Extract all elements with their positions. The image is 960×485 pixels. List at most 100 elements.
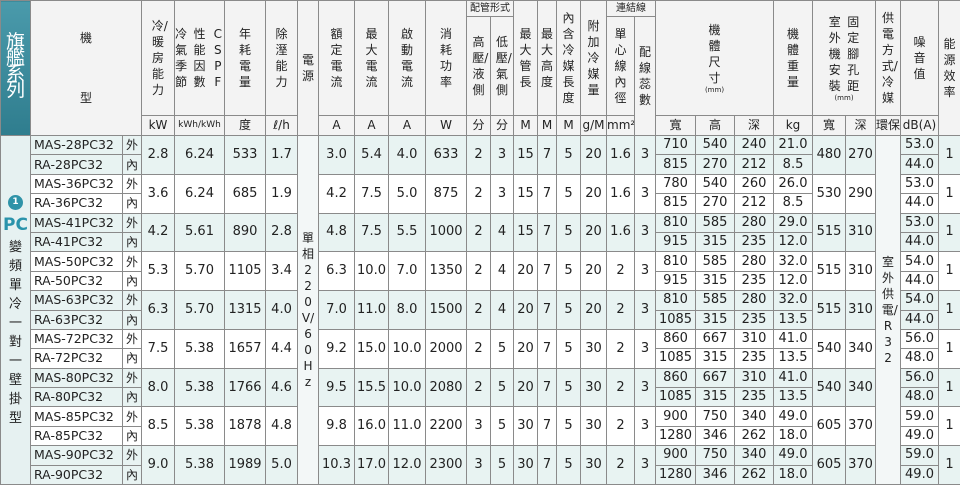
start-cell: 8.0 (389, 291, 426, 330)
power-consumption-header: 消耗功率 (426, 1, 467, 116)
kg-outdoor: 32.0 (774, 252, 813, 271)
watt-cell: 1000 (426, 213, 467, 252)
noise-header: 噪音值 (901, 1, 939, 116)
d-outdoor: 240 (735, 136, 774, 155)
wires-cell: 3 (635, 291, 656, 330)
rlen-cell: 5 (557, 407, 581, 446)
core-cell: 2 (607, 368, 635, 407)
unit-label: kWh/kWh (175, 116, 225, 136)
extra-cell: 30 (581, 446, 607, 485)
refrigerant-length-header: 內含冷媒長度 (557, 1, 581, 116)
d-outdoor: 280 (735, 213, 774, 232)
efficiency-cell: 1 (939, 407, 960, 446)
wires-cell: 3 (635, 446, 656, 485)
rlen-cell: 5 (557, 291, 581, 330)
efficiency-cell: 1 (939, 252, 960, 291)
start-cell: 7.0 (389, 252, 426, 291)
height-cell: 7 (538, 174, 557, 213)
height-cell: 7 (538, 213, 557, 252)
max-cell: 11.0 (355, 291, 389, 330)
kg-indoor: 12.0 (774, 232, 813, 251)
unit-label: M (557, 116, 581, 136)
annual-cell: 1766 (225, 368, 266, 407)
d-outdoor: 340 (735, 407, 774, 426)
w-indoor: 1085 (656, 310, 696, 329)
unit-label: 寬 (656, 116, 696, 136)
wires-cell: 3 (635, 329, 656, 368)
extra-cell: 20 (581, 252, 607, 291)
w-outdoor: 860 (656, 329, 696, 348)
w-indoor: 1085 (656, 388, 696, 407)
hi-cell: 2 (467, 136, 491, 175)
noise-indoor: 48.0 (901, 388, 939, 407)
pipe-cell: 15 (514, 136, 538, 175)
annual-cell: 1989 (225, 446, 266, 485)
mount-width-cell: 540 (813, 329, 846, 368)
noise-outdoor: 56.0 (901, 368, 939, 387)
d-indoor: 235 (735, 388, 774, 407)
start-cell: 4.0 (389, 136, 426, 175)
mount-depth-cell: 340 (846, 368, 876, 407)
rated-cell: 10.3 (319, 446, 355, 485)
cspf-cell: 5.38 (175, 368, 225, 407)
indoor-model: RA-41PC32 (31, 232, 123, 251)
noise-outdoor: 59.0 (901, 446, 939, 465)
indoor-tag: 內 (123, 310, 142, 329)
w-outdoor: 810 (656, 291, 696, 310)
watt-cell: 2000 (426, 329, 467, 368)
power-spec: 單相220V/60Hz (298, 136, 319, 485)
mount-width-cell: 515 (813, 252, 846, 291)
unit-label: kg (774, 116, 813, 136)
capacity-cell: 5.3 (142, 252, 175, 291)
h-indoor: 315 (696, 271, 735, 290)
mount-depth-cell: 340 (846, 329, 876, 368)
pipe-cell: 15 (514, 213, 538, 252)
core-cell: 1.6 (607, 213, 635, 252)
unit-label: M (538, 116, 557, 136)
mount-depth-cell: 270 (846, 136, 876, 175)
max-cell: 10.0 (355, 252, 389, 291)
unit-label: 分 (467, 116, 491, 136)
outdoor-model: MAS-80PC32 (31, 368, 123, 387)
mount-depth-cell: 290 (846, 174, 876, 213)
start-cell: 5.5 (389, 213, 426, 252)
kg-indoor: 12.0 (774, 271, 813, 290)
pipe-cell: 20 (514, 329, 538, 368)
noise-outdoor: 53.0 (901, 136, 939, 155)
rlen-cell: 5 (557, 213, 581, 252)
mount-header: 室外機安裝固定腳孔距(mm) (813, 1, 876, 116)
core-cell: 2 (607, 252, 635, 291)
watt-cell: 2080 (426, 368, 467, 407)
rated-cell: 9.2 (319, 329, 355, 368)
dehumidify-cell: 1.7 (266, 136, 298, 175)
dimension-header: 機體尺寸(mm) (656, 1, 774, 116)
core-diameter-header: 單心線內徑 (607, 17, 635, 116)
dehumidify-cell: 1.9 (266, 174, 298, 213)
capacity-cell: 8.0 (142, 368, 175, 407)
dehumidify-cell: 5.0 (266, 446, 298, 485)
wires-cell: 3 (635, 174, 656, 213)
unit-label: 深 (735, 116, 774, 136)
mount-width-cell: 540 (813, 368, 846, 407)
kg-outdoor: 49.0 (774, 407, 813, 426)
unit-label: 深 (846, 116, 876, 136)
start-cell: 12.0 (389, 446, 426, 485)
watt-cell: 2300 (426, 446, 467, 485)
max-cell: 7.5 (355, 213, 389, 252)
w-indoor: 915 (656, 232, 696, 251)
series-header: 旗艦系列 (1, 1, 31, 136)
kg-indoor: 8.5 (774, 155, 813, 174)
h-outdoor: 540 (696, 136, 735, 155)
kg-indoor: 18.0 (774, 426, 813, 445)
hi-cell: 3 (467, 446, 491, 485)
unit-label: M (514, 116, 538, 136)
lo-cell: 3 (491, 174, 514, 213)
rated-cell: 3.0 (319, 136, 355, 175)
w-outdoor: 810 (656, 252, 696, 271)
indoor-model: RA-50PC32 (31, 271, 123, 290)
indoor-model: RA-36PC32 (31, 194, 123, 213)
unit-label: 環保 (876, 116, 901, 136)
kg-indoor: 8.5 (774, 194, 813, 213)
noise-outdoor: 53.0 (901, 174, 939, 193)
